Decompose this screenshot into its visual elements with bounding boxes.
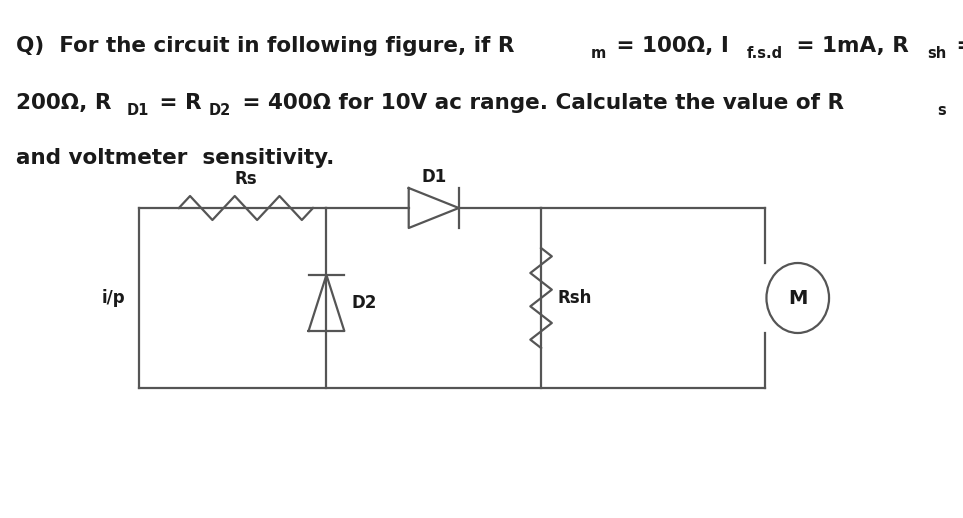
Text: m: m [591,46,607,61]
Text: D2: D2 [351,294,377,312]
Text: and voltmeter  sensitivity.: and voltmeter sensitivity. [16,148,334,168]
Text: s: s [938,103,947,118]
Text: = 400Ω for 10V ac range. Calculate the value of R: = 400Ω for 10V ac range. Calculate the v… [235,93,844,113]
Text: Rs: Rs [235,170,257,188]
Text: i/p: i/p [102,289,125,307]
Text: D1: D1 [421,168,447,186]
Text: f.s.d: f.s.d [747,46,783,61]
Text: D1: D1 [126,103,148,118]
Text: =: = [950,36,963,56]
Text: sh: sh [927,46,947,61]
Text: = R: = R [152,93,201,113]
Text: 200Ω, R: 200Ω, R [16,93,112,113]
Text: M: M [788,289,807,308]
Text: Rsh: Rsh [558,289,591,307]
Text: = 1mA, R: = 1mA, R [789,36,908,56]
Text: = 100Ω, I: = 100Ω, I [609,36,729,56]
Text: D2: D2 [209,103,231,118]
Text: Q)  For the circuit in following figure, if R: Q) For the circuit in following figure, … [16,36,514,56]
